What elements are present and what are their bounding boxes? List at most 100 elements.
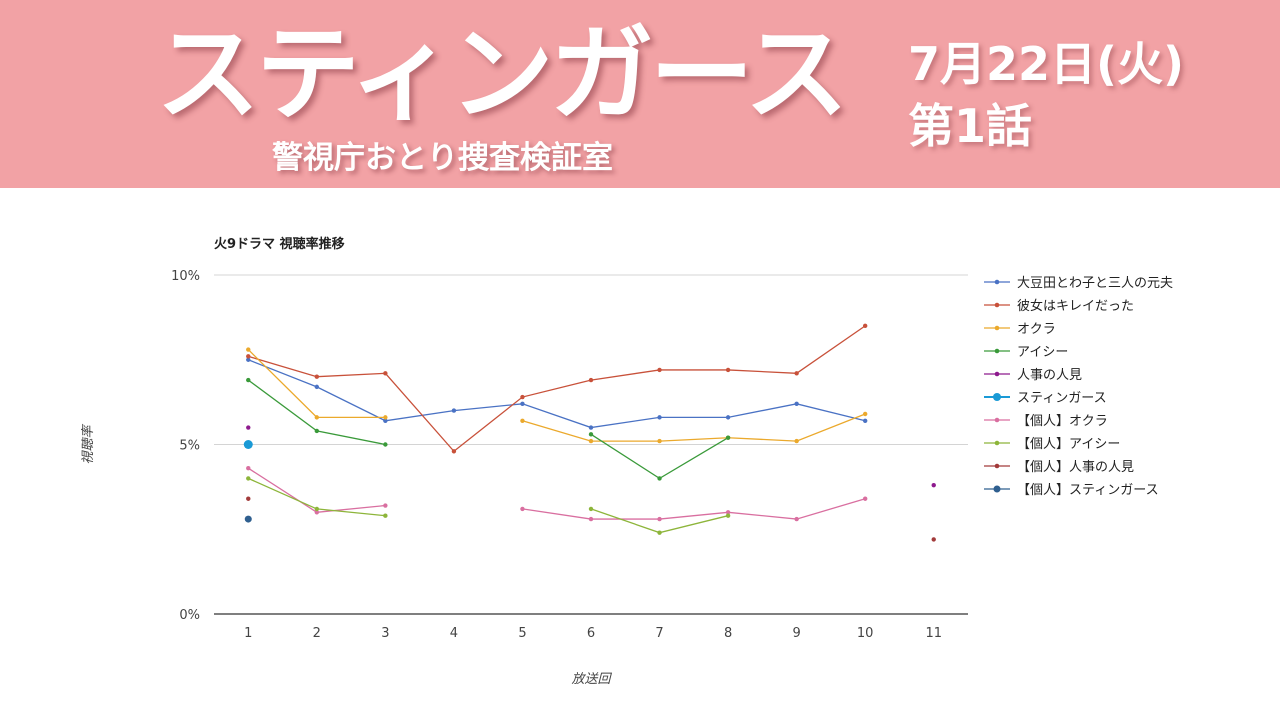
series-5 [243,440,253,449]
x-tick-label: 10 [857,626,874,641]
data-point [588,438,594,444]
y-axis-ticks: 0% 5% 10% [171,269,200,623]
data-point [314,415,320,420]
data-point [383,418,388,423]
data-point [383,442,388,447]
legend-swatch-dot [994,348,1000,354]
data-point [246,377,251,383]
legend-swatch-dot [994,279,1000,285]
drama-subtitle: 警視庁おとり捜査検証室 [272,140,613,176]
legend-swatch-dot [994,463,1000,469]
x-tick-label: 9 [792,626,800,641]
x-tick-label: 5 [518,626,526,641]
series-line [522,413,866,442]
data-point [246,347,251,352]
legend-label: 【個人】アイシー [1017,437,1120,452]
data-point [657,438,662,444]
legend-label: 【個人】オクラ [1017,414,1108,429]
data-point [794,516,799,522]
legend-label: 【個人】人事の人見 [1017,460,1134,475]
series-line [247,467,386,513]
data-point [657,415,662,420]
legend-label: 彼女はキレイだった [1017,298,1134,314]
series-4 [246,425,936,488]
x-tick-label: 3 [381,626,389,641]
legend-swatch-dot [993,485,1001,493]
x-tick-label: 7 [655,626,663,641]
data-point [657,516,662,522]
data-point [725,513,731,518]
data-point [243,440,253,449]
series-7 [246,476,731,535]
data-point [794,438,799,444]
data-point [725,435,731,440]
x-tick-label: 11 [925,626,942,641]
data-point [657,367,662,373]
data-point [314,374,320,379]
data-point [588,432,594,437]
data-point [862,411,868,417]
data-point [588,425,594,430]
legend-label: 【個人】スティンガース [1017,483,1159,498]
series-0 [246,357,868,430]
x-tick-label: 1 [244,626,252,641]
y-tick-label: 5% [179,439,200,454]
series-3 [246,377,731,481]
episode-number: 第1話 [908,99,1033,153]
series-lines [243,323,936,542]
y-tick-label: 10% [171,269,200,284]
legend: 大豆田とわ子と三人の元夫彼女はキレイだったオクラアイシー人事の人見スティンガース… [984,276,1173,498]
data-point [383,513,388,518]
data-point [246,466,251,471]
data-point [588,506,594,512]
data-point [862,496,868,501]
legend-swatch-dot [994,440,1000,446]
data-point [520,401,525,407]
data-point [657,530,662,535]
series-9 [244,515,252,523]
x-axis-ticks: 1 2 3 4 5 6 7 8 9 10 11 [244,626,942,641]
gridlines [214,274,968,615]
air-date: 7月22日(火) [908,37,1185,91]
data-point [588,516,594,522]
data-point [451,449,457,454]
series-line [248,325,866,453]
data-point [246,476,251,481]
data-point [314,510,320,515]
data-point [246,496,251,501]
legend-label: 大豆田とわ子と三人の元夫 [1017,276,1173,291]
data-point [794,401,799,407]
x-tick-label: 6 [587,626,595,641]
data-point [725,510,731,515]
legend-label: オクラ [1017,322,1056,337]
data-point [383,503,388,508]
series-line [522,498,866,520]
data-point [725,415,731,420]
series-line [247,349,386,419]
data-point [862,418,868,423]
x-tick-label: 8 [724,626,732,641]
legend-label: アイシー [1017,345,1068,360]
data-point [314,506,320,512]
series-1 [246,323,868,454]
x-tick-label: 2 [313,626,321,641]
legend-swatch-dot [994,417,1000,423]
data-point [931,482,936,488]
series-2 [246,347,868,444]
data-point [314,384,320,390]
data-point [314,428,320,434]
series-line [248,359,866,429]
data-point [931,537,936,542]
data-point [246,425,251,430]
data-point [520,506,525,512]
y-axis-label: 視聴率 [80,424,96,465]
x-axis-label: 放送回 [571,672,612,687]
data-point [451,408,457,413]
legend-swatch-dot [994,325,1000,331]
legend-label: スティンガース [1017,391,1107,406]
drama-title: スティンガース [156,13,849,135]
legend-swatch-dot [994,371,1000,377]
data-point [657,476,662,481]
data-point [383,371,388,376]
ratings-chart: 火9ドラマ 視聴率推移 0% 5% 10% 1 2 3 4 5 6 7 8 9 10 11 視聴率 放送… [80,236,1173,687]
